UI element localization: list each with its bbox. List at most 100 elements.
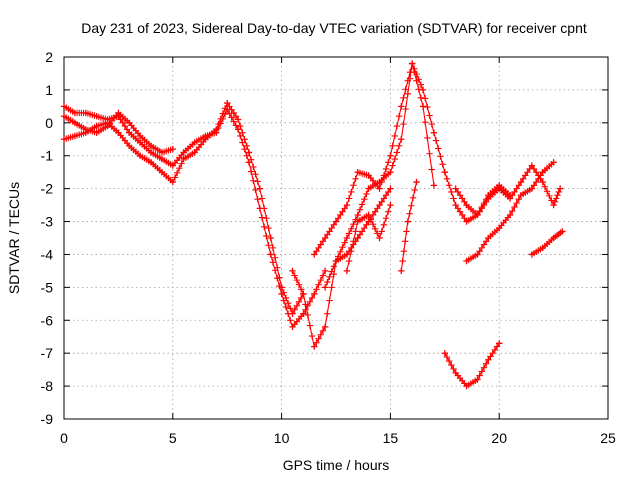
x-tick-label: 15 (383, 430, 399, 446)
data-marker (417, 81, 425, 88)
data-point (376, 185, 383, 192)
series-line (400, 181, 418, 271)
chart-title: Day 231 of 2023, Sidereal Day-to-day VTE… (81, 20, 587, 36)
data-marker (482, 360, 490, 367)
data-marker (348, 247, 355, 255)
data-marker (450, 195, 457, 202)
data-marker (378, 198, 385, 205)
data-marker (515, 195, 522, 203)
data-marker (422, 95, 429, 102)
data-marker (409, 194, 417, 202)
data-marker (487, 353, 494, 360)
data-marker (280, 297, 287, 304)
data-point (413, 178, 420, 186)
data-point (474, 251, 481, 258)
data-marker (337, 211, 344, 219)
data-marker (239, 129, 246, 136)
data-point (387, 168, 394, 176)
data-marker (408, 202, 415, 209)
data-marker (400, 247, 408, 255)
data-marker (291, 306, 298, 313)
data-marker (509, 207, 516, 215)
data-marker (454, 188, 462, 196)
data-marker (524, 168, 531, 176)
data-point (224, 106, 231, 113)
series-arc-h (398, 178, 420, 275)
data-marker (400, 120, 407, 128)
data-point (289, 267, 296, 275)
data-marker (509, 192, 516, 199)
data-point (506, 195, 514, 202)
data-marker (297, 286, 305, 293)
data-marker (543, 188, 551, 195)
data-point (452, 201, 459, 209)
series-arc-d (289, 60, 438, 350)
data-point (278, 290, 285, 298)
data-marker (393, 149, 401, 156)
data-point (430, 129, 438, 136)
data-marker (361, 224, 368, 232)
data-marker (380, 172, 388, 179)
data-marker (476, 247, 483, 255)
data-point (332, 218, 340, 225)
data-point (300, 290, 307, 298)
data-marker (265, 242, 272, 249)
data-marker (404, 77, 412, 84)
y-tick-label: 0 (45, 115, 53, 131)
data-point (267, 234, 274, 242)
data-marker (417, 94, 425, 102)
data-marker (393, 122, 401, 130)
data-marker (380, 221, 388, 229)
data-marker (317, 241, 324, 248)
data-marker (219, 115, 227, 123)
data-marker (476, 208, 483, 215)
data-point (354, 234, 361, 242)
data-marker (415, 76, 422, 83)
data-point (213, 129, 220, 136)
data-marker (173, 169, 181, 177)
data-point (311, 290, 318, 298)
data-point (365, 211, 372, 219)
y-tick-label: -5 (41, 279, 54, 295)
data-point (474, 376, 481, 383)
data-point (245, 149, 253, 156)
data-marker (385, 208, 392, 215)
data-marker (263, 232, 270, 240)
data-point (506, 211, 514, 219)
data-marker (480, 201, 488, 209)
series-line (63, 102, 304, 315)
y-tick-label: -6 (41, 312, 54, 328)
data-marker (385, 159, 392, 166)
data-point (343, 234, 351, 242)
x-tick-label: 10 (274, 430, 290, 446)
data-point (311, 343, 318, 350)
data-marker (284, 310, 292, 317)
data-marker (326, 273, 333, 281)
data-marker (511, 203, 518, 211)
data-marker (401, 238, 409, 245)
data-marker (291, 272, 298, 279)
x-tick-label: 5 (169, 430, 177, 446)
data-marker (482, 238, 490, 245)
data-marker (363, 190, 370, 198)
data-marker (341, 205, 348, 212)
data-marker (269, 244, 277, 252)
data-marker (263, 215, 270, 222)
data-marker (284, 299, 292, 307)
series-line (292, 63, 435, 348)
data-marker (287, 305, 294, 312)
data-marker (228, 114, 235, 121)
data-marker (295, 281, 303, 288)
data-marker (265, 224, 272, 232)
data-marker (254, 178, 261, 185)
data-marker (334, 215, 342, 222)
data-point (550, 201, 557, 209)
data-marker (461, 215, 468, 222)
series-arc-l (441, 340, 503, 390)
data-marker (456, 192, 464, 199)
data-marker (171, 174, 179, 181)
data-marker (459, 195, 466, 202)
data-point (474, 211, 481, 219)
data-point (452, 185, 459, 192)
data-marker (443, 175, 451, 182)
